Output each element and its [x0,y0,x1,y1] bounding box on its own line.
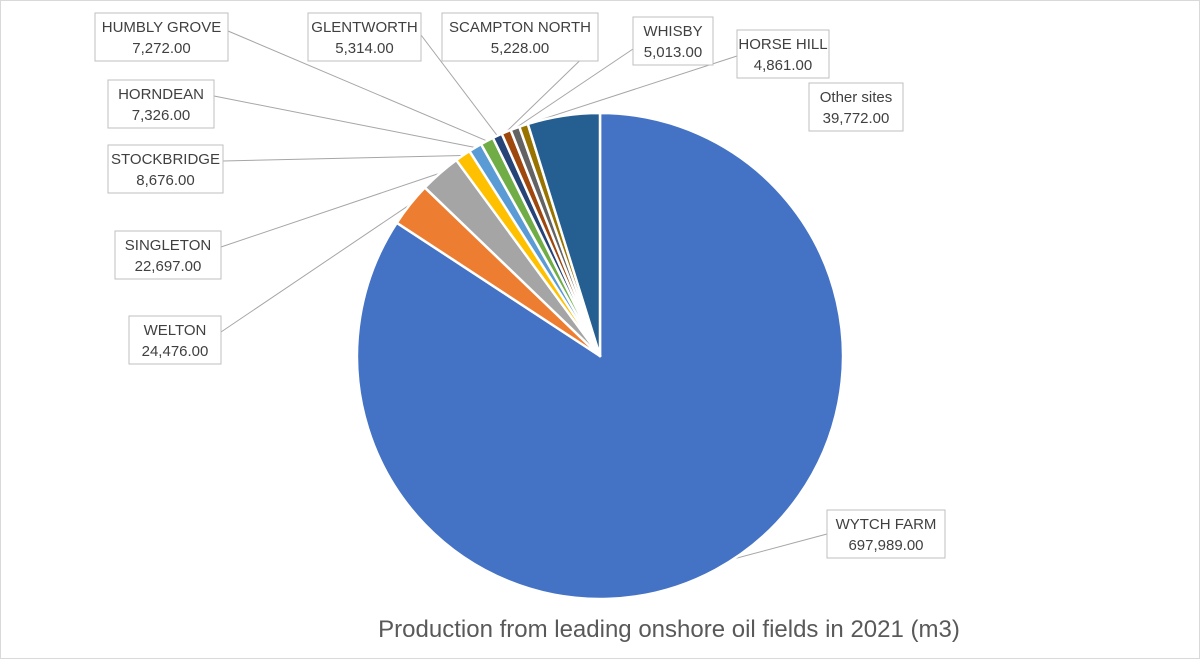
data-label-name: HUMBLY GROVE [102,19,221,36]
data-label-box [94,12,229,62]
data-label-name: SCAMPTON NORTH [449,19,591,36]
data-label-box [107,144,224,194]
data-label-name: WELTON [144,322,207,339]
data-label-name: SINGLETON [125,237,211,254]
data-label-singleton: SINGLETON 22,697.00 [114,230,222,280]
data-label-value: 22,697.00 [135,258,202,275]
data-label-box [441,12,599,62]
leader-line-horndean [213,95,476,148]
data-label-box [128,315,222,365]
data-label-box [307,12,422,62]
data-label-box [632,16,714,66]
data-label-value: 8,676.00 [136,172,194,189]
data-labels: WYTCH FARM 697,989.00 WELTON 24,476.00 SINGL… [94,12,946,559]
data-label-name: STOCKBRIDGE [111,151,220,168]
leader-line-singleton [220,172,441,248]
data-label-box [736,29,830,79]
data-label-value: 7,326.00 [132,107,190,124]
leader-line-whisby [514,48,634,129]
data-label-scampton-north: SCAMPTON NORTH 5,228.00 [441,12,599,62]
data-label-box [107,79,215,129]
data-label-value: 4,861.00 [754,57,812,74]
data-label-name: HORSE HILL [738,36,827,53]
data-label-box [808,82,904,132]
pie-slice-wytch-farm [355,111,845,601]
leader-line-humbly-grove [227,30,488,142]
pie-slice-other-sites [526,111,602,358]
data-label-stockbridge: STOCKBRIDGE 8,676.00 [107,144,224,194]
data-label-value: 39,772.00 [823,110,890,127]
data-label-horse-hill: HORSE HILL 4,861.00 [736,29,830,79]
data-label-value: 7,272.00 [132,40,190,57]
data-label-name: Other sites [820,89,893,106]
data-label-value: 697,989.00 [848,537,923,554]
data-label-box [826,509,946,559]
leader-line-horse-hill [523,55,738,126]
data-label-box [114,230,222,280]
leader-line-welton [220,204,411,333]
pie-slices [355,111,845,601]
data-label-value: 5,013.00 [644,44,702,61]
data-label-name: GLENTWORTH [311,19,417,36]
data-label-value: 24,476.00 [142,343,209,360]
data-label-name: HORNDEAN [118,86,204,103]
chart-title: Production from leading onshore oil fiel… [378,616,960,643]
data-label-wytch-farm: WYTCH FARM 697,989.00 [826,509,946,559]
data-label-whisby: WHISBY 5,013.00 [632,16,714,66]
data-label-glentworth: GLENTWORTH 5,314.00 [307,12,422,62]
data-label-horndean: HORNDEAN 7,326.00 [107,79,215,129]
data-label-humbly-grove: HUMBLY GROVE 7,272.00 [94,12,229,62]
leader-line-glentworth [420,34,498,137]
data-label-value: 5,228.00 [491,40,549,57]
data-label-other-sites: Other sites 39,772.00 [808,82,904,132]
leader-line-stockbridge [222,154,463,162]
data-label-name: WHISBY [643,23,702,40]
data-label-name: WYTCH FARM [836,516,937,533]
data-label-value: 5,314.00 [335,40,393,57]
data-label-welton: WELTON 24,476.00 [128,315,222,365]
leader-lines [213,30,828,566]
